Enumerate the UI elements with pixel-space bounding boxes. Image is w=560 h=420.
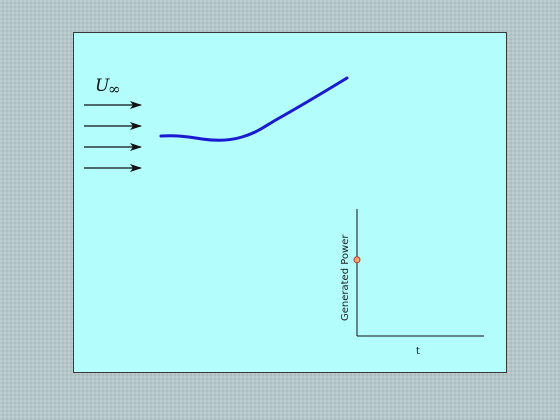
diagram-panel: U ∞ Generated Power t	[73, 32, 507, 373]
power-plot-ylabel: Generated Power	[340, 234, 351, 321]
power-plot-xlabel: t	[416, 346, 420, 357]
flexible-blade	[159, 76, 349, 142]
flow-arrows	[84, 101, 142, 172]
diagram-canvas: U ∞ Generated Power t	[84, 76, 484, 357]
freestream-label: U	[95, 76, 110, 96]
freestream-subscript: ∞	[108, 80, 121, 98]
power-data-point	[353, 256, 361, 264]
power-plot: Generated Power t	[340, 209, 484, 357]
